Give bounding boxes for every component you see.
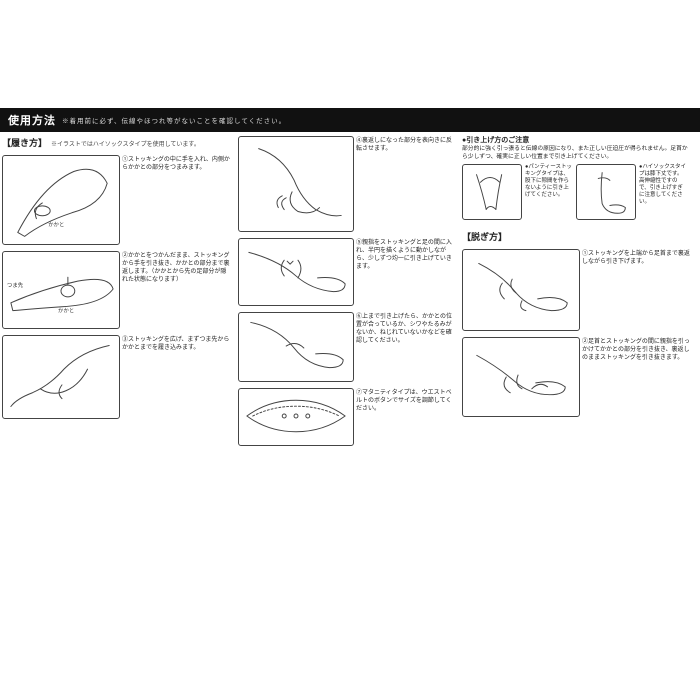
removal-step-1: ①ストッキングを上端から足首まで裏返しながら引き下げます。 — [462, 249, 692, 331]
wearing-step-1-text: ①ストッキングの中に手を入れ、内側からかかとの部分をつまみます。 — [122, 155, 232, 172]
wearing-step-6-illustration — [238, 312, 354, 382]
heading-removal: 【脱ぎ方】 — [462, 230, 692, 243]
caution-img-left — [462, 164, 522, 220]
content-grid: 【履き方】 ※イラストではハイソックスタイプを使用しています。 かかと ①ストッ… — [0, 132, 700, 512]
wearing-step-4: ④裏返しになった部分を表向きに反転させます。 — [238, 136, 456, 232]
wearing-step-5-illustration — [238, 238, 354, 306]
wearing-step-2: つま先 かかと ②かかとをつかんだまま、ストッキングから手を引き抜き、かかとの部… — [2, 251, 232, 329]
removal-step-2-illustration — [462, 337, 580, 417]
wearing-step-5: ⑤親指をストッキングと足の間に入れ、半円を描くように動かしながら、少しずつ均一に… — [238, 238, 456, 306]
caution-body: 部分的に強く引っ張ると伝線の原因になり、また正しい圧迫圧が得られません。足首から… — [462, 146, 692, 161]
caution-row: ●パンティーストッキングタイプは、股下に隙間を作らないように引き上げてください。… — [462, 164, 692, 220]
caution-right-text: ●ハイソックスタイプは膝下丈です。高伸縮性ですので、引き上げすぎに注意してくださ… — [639, 164, 687, 220]
heading-removal-label: 【脱ぎ方】 — [462, 230, 507, 243]
wearing-step-7: ⑦マタニティタイプは、ウエストベルトのボタンでサイズを調節してください。 — [238, 388, 456, 446]
wearing-step-1: かかと ①ストッキングの中に手を入れ、内側からかかとの部分をつまみます。 — [2, 155, 232, 245]
wearing-step-1-illustration: かかと — [2, 155, 120, 245]
removal-step-1-text: ①ストッキングを上端から足首まで裏返しながら引き下げます。 — [582, 249, 692, 266]
wearing-step-2-illustration: つま先 かかと — [2, 251, 120, 329]
top-margin — [0, 0, 700, 108]
title-text: 使用方法 — [8, 112, 56, 128]
wearing-step-6-text: ⑥上まで引き上げたら、かかとの位置が合っているか、シワやたるみがないか、ねじれて… — [356, 312, 456, 345]
caution-img-right — [576, 164, 636, 220]
page-canvas: 使用方法 ※着用前に必ず、伝線やほつれ等がないことを確認してください。 【履き方… — [0, 0, 700, 700]
removal-step-2-text: ②足首とストッキングの間に親指を引っかけてかかとの部分を引き抜き、裏返しのままス… — [582, 337, 692, 362]
wearing-step-3-text: ③ストッキングを広げ、まずつま先からかかとまでを履き込みます。 — [122, 335, 232, 352]
wearing-step-4-illustration — [238, 136, 354, 232]
title-bar: 使用方法 ※着用前に必ず、伝線やほつれ等がないことを確認してください。 — [0, 108, 700, 132]
wearing-step-3-illustration — [2, 335, 120, 419]
wearing-step-5-text: ⑤親指をストッキングと足の間に入れ、半円を描くように動かしながら、少しずつ均一に… — [356, 238, 456, 271]
wearing-step-4-text: ④裏返しになった部分を表向きに反転させます。 — [356, 136, 456, 153]
label-heel: かかと — [48, 222, 64, 229]
wearing-step-7-illustration — [238, 388, 354, 446]
wearing-step-7-text: ⑦マタニティタイプは、ウエストベルトのボタンでサイズを調節してください。 — [356, 388, 456, 413]
col-right: ●引き上げ方のご注意 部分的に強く引っ張ると伝線の原因になり、また正しい圧迫圧が… — [462, 136, 692, 417]
heading-wearing: 【履き方】 ※イラストではハイソックスタイプを使用しています。 — [2, 136, 232, 149]
removal-step-2: ②足首とストッキングの間に親指を引っかけてかかとの部分を引き抜き、裏返しのままス… — [462, 337, 692, 417]
wearing-step-6: ⑥上まで引き上げたら、かかとの位置が合っているか、シワやたるみがないか、ねじれて… — [238, 312, 456, 382]
wearing-step-3: ③ストッキングを広げ、まずつま先からかかとまでを履き込みます。 — [2, 335, 232, 419]
label-heel-2: かかと — [58, 308, 74, 315]
col-wearing-cont: ④裏返しになった部分を表向きに反転させます。 ⑤親指をストッキングと足の間に入れ… — [238, 136, 456, 446]
removal-step-1-illustration — [462, 249, 580, 331]
title-note: ※着用前に必ず、伝線やほつれ等がないことを確認してください。 — [62, 115, 286, 125]
caution-box: ●引き上げ方のご注意 部分的に強く引っ張ると伝線の原因になり、また正しい圧迫圧が… — [462, 136, 692, 220]
col-wearing: 【履き方】 ※イラストではハイソックスタイプを使用しています。 かかと ①ストッ… — [2, 136, 232, 419]
wearing-step-2-text: ②かかとをつかんだまま、ストッキングから手を引き抜き、かかとの部分まで裏返します… — [122, 251, 232, 284]
heading-wearing-note: ※イラストではハイソックスタイプを使用しています。 — [51, 139, 200, 148]
label-toe: つま先 — [7, 281, 24, 289]
caution-title: ●引き上げ方のご注意 — [462, 136, 692, 145]
heading-wearing-label: 【履き方】 — [2, 136, 47, 149]
caution-left-text: ●パンティーストッキングタイプは、股下に隙間を作らないように引き上げてください。 — [525, 164, 573, 220]
